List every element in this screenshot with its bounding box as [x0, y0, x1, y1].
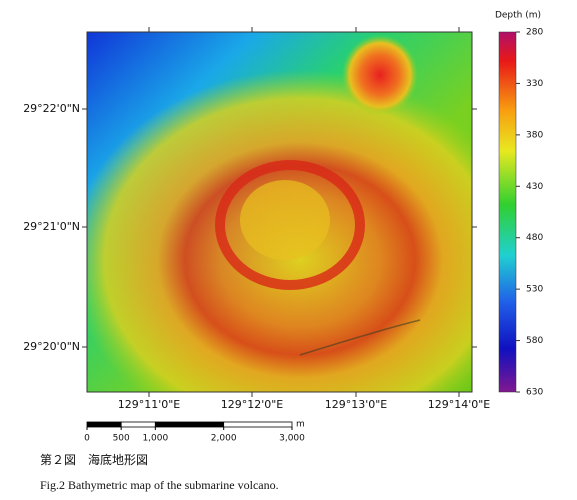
y-tick-label: 29°20'0"N	[23, 340, 80, 353]
scale-segment	[154, 421, 225, 428]
scale-segment	[86, 421, 122, 428]
colorbar-tick-label: 280	[526, 28, 543, 38]
y-tick-label: 29°21'0"N	[23, 220, 80, 233]
scale-tick-label: 500	[113, 434, 130, 444]
caption-english: Fig.2 Bathymetric map of the submarine v…	[40, 478, 279, 492]
map-frame	[86, 31, 473, 393]
colorbar	[498, 31, 517, 393]
scale-tick-label: 1,000	[142, 434, 168, 444]
map-image	[87, 32, 472, 392]
y-tick-label: 29°22'0"N	[23, 102, 80, 115]
colorbar-tick-label: 580	[526, 336, 543, 346]
x-tick-label: 129°13'0"E	[325, 398, 388, 411]
scale-tick-label: 3,000	[279, 434, 305, 444]
scale-tick-label: 2,000	[211, 434, 237, 444]
colorbar-tick-label: 330	[526, 79, 543, 89]
colorbar-tick-label: 480	[526, 233, 543, 243]
caption-japanese: 第２図 海底地形図	[40, 452, 148, 467]
colorbar-tick-label: 430	[526, 182, 543, 192]
colorbar-tick-label: 630	[526, 388, 543, 398]
x-tick-label: 129°12'0"E	[221, 398, 284, 411]
scale-unit: m	[296, 420, 305, 430]
colorbar-tick-label: 380	[526, 130, 543, 140]
scale-segment	[223, 421, 293, 428]
x-tick-label: 129°11'0"E	[118, 398, 181, 411]
colorbar-tick-label: 530	[526, 285, 543, 295]
colorbar-title: Depth (m)	[495, 11, 541, 21]
scale-tick-label: 0	[84, 434, 90, 444]
x-tick-label: 129°14'0"E	[428, 398, 491, 411]
scale-segment	[120, 421, 156, 428]
